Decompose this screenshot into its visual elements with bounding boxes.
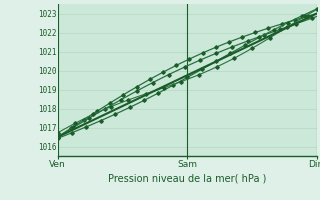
X-axis label: Pression niveau de la mer( hPa ): Pression niveau de la mer( hPa ) [108,173,266,183]
